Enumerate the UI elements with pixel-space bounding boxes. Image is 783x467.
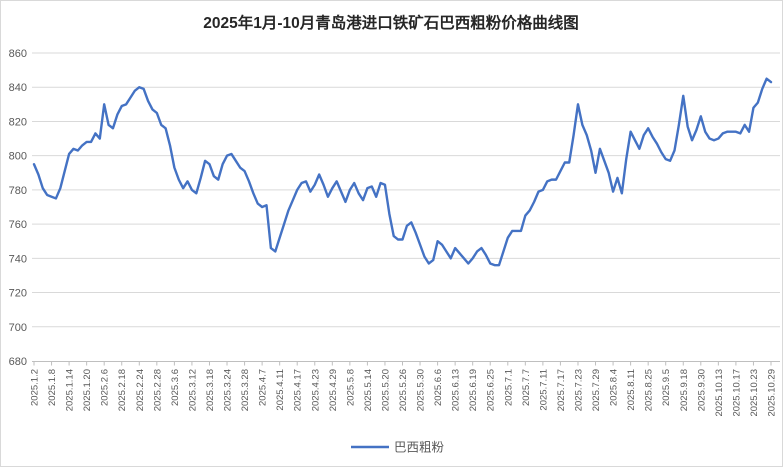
x-tick-label: 2025.2.6 — [100, 369, 111, 406]
x-tick-label: 2025.10.29 — [767, 369, 778, 417]
x-tick-label: 2025.3.18 — [205, 369, 216, 411]
x-tick-label: 2025.6.25 — [486, 369, 497, 411]
x-tick-label: 2025.5.8 — [345, 369, 356, 406]
x-tick-label: 2025.7.11 — [538, 369, 549, 411]
y-tick-label: 720 — [9, 288, 27, 300]
chart-title: 2025年1月-10月青岛港进口铁矿石巴西粗粉价格曲线图 — [203, 13, 579, 32]
x-tick-label: 2025.5.14 — [363, 369, 374, 411]
x-tick-label: 2025.10.17 — [731, 369, 742, 417]
x-tick-label: 2025.3.12 — [187, 369, 198, 411]
y-tick-label: 760 — [9, 219, 27, 231]
y-tick-label: 680 — [9, 356, 27, 368]
price-series-line — [32, 77, 773, 267]
x-tick-label: 2025.9.5 — [661, 369, 672, 406]
gridlines-layer — [32, 52, 780, 328]
axes-layer: 680 700 720 740 760 780 800 820 840 860 2025.1.2 20… — [9, 48, 780, 417]
x-tick-label: 2025.2.18 — [117, 369, 128, 411]
x-tick-label: 2025.1.2 — [30, 369, 41, 406]
series-layer — [32, 77, 773, 267]
y-tick-label: 700 — [9, 322, 27, 334]
x-tick-label: 2025.3.6 — [170, 369, 181, 406]
x-tick-label: 2025.4.11 — [275, 369, 286, 411]
y-tick-label: 860 — [9, 48, 27, 60]
x-tick-label: 2025.10.13 — [714, 369, 725, 417]
x-tick-label: 2025.8.25 — [644, 369, 655, 411]
x-tick-label: 2025.4.7 — [258, 369, 269, 406]
legend: 巴西粗粉 — [351, 440, 445, 455]
x-tick-label: 2025.4.23 — [310, 369, 321, 411]
legend-label: 巴西粗粉 — [394, 440, 445, 455]
x-tick-label: 2025.9.18 — [679, 369, 690, 411]
x-tick-label: 2025.6.13 — [451, 369, 462, 411]
y-tick-label: 780 — [9, 185, 27, 197]
y-tick-label: 800 — [9, 151, 27, 163]
x-tick-label: 2025.2.24 — [135, 369, 146, 411]
x-tick-label: 2025.1.8 — [47, 369, 58, 406]
y-tick-label: 820 — [9, 116, 27, 128]
x-tick-label: 2025.4.29 — [328, 369, 339, 411]
x-tick-label: 2025.1.14 — [65, 369, 76, 411]
x-tick-label: 2025.7.29 — [591, 369, 602, 411]
y-tick-label: 840 — [9, 82, 27, 94]
x-tick-label: 2025.4.17 — [293, 369, 304, 411]
x-tick-label: 2025.7.1 — [503, 369, 514, 406]
x-tick-label: 2025.9.30 — [696, 369, 707, 411]
x-tick-label: 2025.2.28 — [152, 369, 163, 411]
x-tick-label: 2025.3.28 — [240, 369, 251, 411]
x-tick-label: 2025.6.19 — [468, 369, 479, 411]
x-tick-label: 2025.7.17 — [556, 369, 567, 411]
x-tick-label: 2025.5.30 — [416, 369, 427, 411]
x-tick-label: 2025.8.11 — [626, 369, 637, 411]
x-tick-label: 2025.5.20 — [380, 369, 391, 411]
x-tick-label: 2025.7.23 — [573, 369, 584, 411]
x-tick-label: 2025.6.6 — [433, 369, 444, 406]
x-tick-label: 2025.3.24 — [223, 369, 234, 411]
y-tick-label: 740 — [9, 253, 27, 265]
x-tick-label: 2025.7.7 — [521, 369, 532, 406]
x-tick-label: 2025.1.20 — [82, 369, 93, 411]
x-tick-label: 2025.10.23 — [749, 369, 760, 417]
x-tick-label: 2025.8.4 — [609, 369, 620, 406]
x-tick-label: 2025.5.26 — [398, 369, 409, 411]
